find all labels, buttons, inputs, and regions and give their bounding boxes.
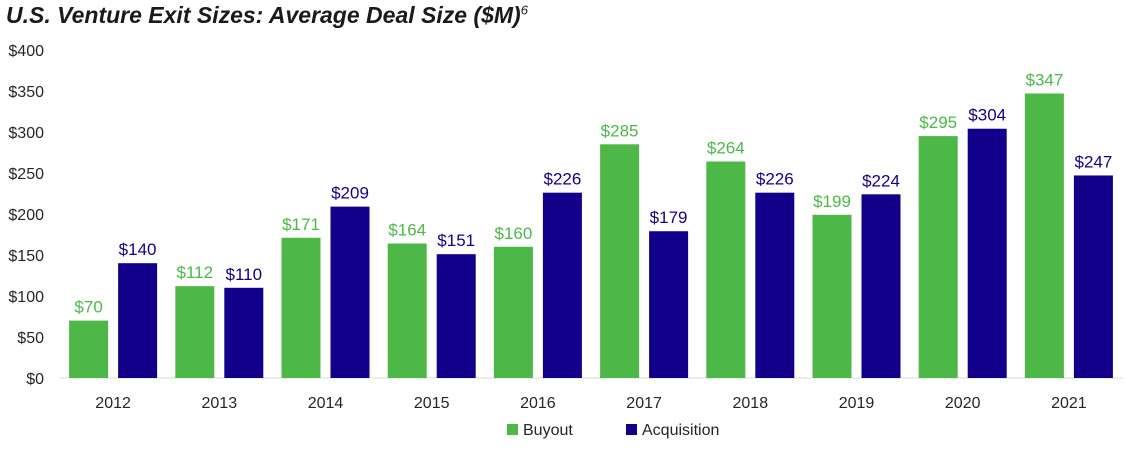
x-tick-label: 2012 [95,395,131,412]
y-tick-label: $400 [8,43,44,60]
chart-title-text: U.S. Venture Exit Sizes: Average Deal Si… [6,2,521,28]
buyout-bar [1024,93,1064,379]
buyout-data-label: $160 [494,224,532,243]
y-tick-label: $150 [8,248,44,265]
x-tick-label: 2018 [733,395,769,412]
buyout-bar [493,246,533,378]
acquisition-data-label: $247 [1074,152,1112,171]
acquisition-bar [436,254,476,378]
x-tick-label: 2020 [945,395,981,412]
buyout-bar [706,161,746,378]
x-tick-label: 2017 [626,395,662,412]
acquisition-data-label: $304 [968,106,1006,125]
acquisition-bar [1073,175,1113,378]
buyout-bar [175,286,215,378]
x-tick-label: 2014 [308,395,344,412]
acquisition-bar [330,206,370,378]
acquisition-bar [649,231,689,378]
buyout-data-label: $285 [601,121,639,140]
legend-swatch-buyout [507,424,518,435]
y-tick-label: $0 [26,371,44,388]
acquisition-bar [224,287,264,378]
y-tick-label: $50 [17,330,44,347]
legend-label-buyout: Buyout [523,422,573,439]
y-tick-label: $350 [8,84,44,101]
acquisition-bar [861,194,901,378]
x-tick-label: 2015 [414,395,450,412]
buyout-data-label: $171 [282,215,320,234]
acquisition-data-label: $179 [650,208,688,227]
legend-swatch-acquisition [626,424,637,435]
y-tick-label: $200 [8,207,44,224]
y-tick-label: $300 [8,125,44,142]
acquisition-data-label: $151 [437,231,475,250]
buyout-data-label: $264 [707,139,745,158]
acquisition-data-label: $140 [119,240,157,259]
buyout-bar [69,320,109,378]
acquisition-bar [967,128,1007,378]
x-tick-label: 2021 [1051,395,1087,412]
buyout-data-label: $347 [1025,70,1063,89]
chart-title: U.S. Venture Exit Sizes: Average Deal Si… [6,2,528,29]
buyout-data-label: $112 [177,263,214,282]
acquisition-data-label: $110 [226,265,263,284]
y-tick-label: $250 [8,166,44,183]
buyout-data-label: $295 [919,113,957,132]
acquisition-data-label: $226 [756,170,794,189]
acquisition-bar [118,263,158,378]
x-tick-label: 2019 [839,395,875,412]
legend-label-acquisition: Acquisition [642,422,719,439]
buyout-bar [600,144,640,378]
buyout-bar [387,243,427,378]
chart-title-footnote: 6 [520,2,528,18]
acquisition-data-label: $226 [543,170,581,189]
x-tick-label: 2016 [520,395,556,412]
buyout-bar [812,214,852,378]
acquisition-bar [542,192,582,378]
y-tick-label: $100 [8,289,44,306]
buyout-data-label: $70 [74,298,102,317]
acquisition-bar [755,192,795,378]
buyout-bar [918,136,958,378]
buyout-data-label: $199 [813,192,851,211]
buyout-bar [281,237,321,378]
acquisition-data-label: $224 [862,171,900,190]
buyout-data-label: $164 [388,221,426,240]
acquisition-data-label: $209 [331,184,369,203]
x-tick-label: 2013 [202,395,238,412]
